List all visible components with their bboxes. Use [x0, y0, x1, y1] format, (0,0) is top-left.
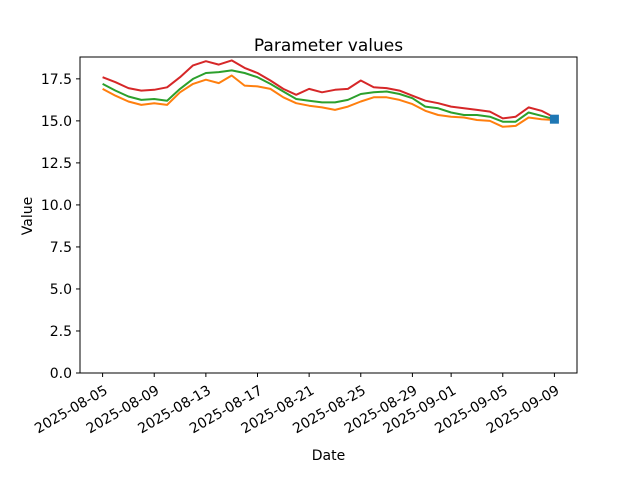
y-tick-label: 12.5: [41, 156, 72, 172]
y-tick-label: 2.5: [50, 324, 72, 340]
series-line-parameter-green: [102, 69, 555, 123]
chart-title: Parameter values: [253, 36, 404, 56]
x-axis-label: Date: [311, 448, 346, 464]
y-tick-label: 17.5: [41, 72, 72, 88]
y-tick-label: 15.0: [41, 114, 72, 130]
series-line-parameter-red: [102, 59, 555, 120]
series-marker-parameter-blue: [549, 114, 559, 124]
axes-spines: [79, 56, 578, 374]
series-line-parameter-orange: [102, 74, 555, 128]
y-tick-label: 0.0: [50, 366, 72, 382]
y-tick-label: 5.0: [50, 282, 72, 298]
y-tick-label: 10.0: [41, 198, 72, 214]
y-tick-label: 7.5: [50, 240, 72, 256]
y-axis-label: Value: [20, 196, 36, 236]
